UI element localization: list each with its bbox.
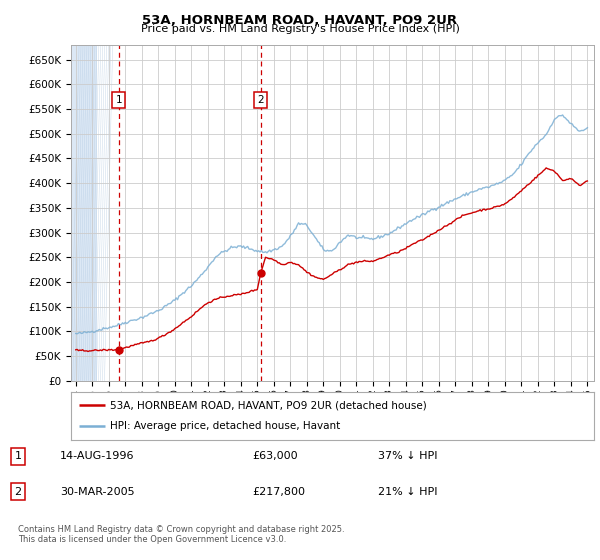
Text: 1: 1	[14, 451, 22, 461]
Text: 30-MAR-2005: 30-MAR-2005	[60, 487, 134, 497]
Text: £217,800: £217,800	[252, 487, 305, 497]
Text: 1: 1	[115, 95, 122, 105]
Text: 53A, HORNBEAM ROAD, HAVANT, PO9 2UR (detached house): 53A, HORNBEAM ROAD, HAVANT, PO9 2UR (det…	[110, 400, 427, 410]
Text: Price paid vs. HM Land Registry's House Price Index (HPI): Price paid vs. HM Land Registry's House …	[140, 24, 460, 34]
Text: 2: 2	[257, 95, 264, 105]
Text: 2: 2	[14, 487, 22, 497]
Text: 21% ↓ HPI: 21% ↓ HPI	[378, 487, 437, 497]
Bar	[71, 35, 97, 381]
Text: Contains HM Land Registry data © Crown copyright and database right 2025.
This d: Contains HM Land Registry data © Crown c…	[18, 525, 344, 544]
Text: 14-AUG-1996: 14-AUG-1996	[60, 451, 134, 461]
Text: 53A, HORNBEAM ROAD, HAVANT, PO9 2UR: 53A, HORNBEAM ROAD, HAVANT, PO9 2UR	[142, 14, 458, 27]
Text: £63,000: £63,000	[252, 451, 298, 461]
Text: HPI: Average price, detached house, Havant: HPI: Average price, detached house, Hava…	[110, 421, 340, 431]
Text: 37% ↓ HPI: 37% ↓ HPI	[378, 451, 437, 461]
